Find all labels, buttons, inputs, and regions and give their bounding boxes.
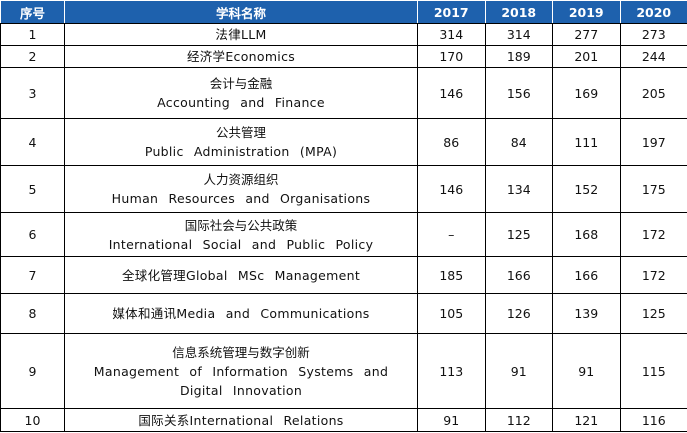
value-2018: 91 [484, 333, 553, 409]
table-row: 9 信息系统管理与数字创新 Management of Information … [0, 333, 687, 409]
header-name: 学科名称 [64, 0, 418, 24]
subject-name: 人力资源组织 Human Resources and Organisations [64, 165, 418, 213]
value-2017: 185 [417, 256, 486, 294]
value-2018: 112 [484, 408, 553, 432]
row-index: 4 [0, 118, 65, 166]
table-row: 6 国际社会与公共政策 International Social and Pub… [0, 212, 687, 257]
subject-name: 经济学Economics [64, 45, 418, 68]
subject-name-en: Human Resources and Organisations [111, 191, 371, 206]
value-2018: 189 [484, 45, 553, 68]
value-2017: – [417, 212, 486, 257]
subject-name-text: 经济学Economics [186, 49, 296, 64]
value-2020: 273 [619, 23, 687, 46]
subject-name: 国际关系International Relations [64, 408, 418, 432]
value-2017: 105 [417, 293, 486, 334]
row-index: 8 [0, 293, 65, 334]
subject-name-text: 国际关系International Relations [138, 412, 344, 428]
value-2019: 201 [552, 45, 621, 68]
row-index: 3 [0, 67, 65, 119]
value-2020: 244 [619, 45, 687, 68]
subject-name-text: 全球化管理Global MSc Management [121, 267, 361, 283]
value-2017: 86 [417, 118, 486, 166]
subject-name-text: 法律LLM [215, 27, 267, 42]
header-year-2020: 2020 [619, 0, 687, 24]
value-2019: 277 [552, 23, 621, 46]
header-year-2017: 2017 [417, 0, 486, 24]
value-2018: 125 [484, 212, 553, 257]
value-2019: 121 [552, 408, 621, 432]
table-row: 3 会计与金融 Accounting and Finance 146 156 1… [0, 67, 687, 119]
value-2020: 175 [619, 165, 687, 213]
header-year-2018: 2018 [484, 0, 553, 24]
value-2017: 113 [417, 333, 486, 409]
row-index: 2 [0, 45, 65, 68]
subject-name-cn: 人力资源组织 [203, 172, 279, 187]
value-2017: 314 [417, 23, 486, 46]
subject-name-en: Accounting and Finance [157, 95, 325, 110]
header-year-2019: 2019 [552, 0, 621, 24]
subject-name: 信息系统管理与数字创新 Management of Information Sy… [64, 333, 418, 409]
value-2019: 152 [552, 165, 621, 213]
row-index: 6 [0, 212, 65, 257]
value-2017: 146 [417, 165, 486, 213]
subject-name: 国际社会与公共政策 International Social and Publi… [64, 212, 418, 257]
value-2018: 134 [484, 165, 553, 213]
value-2020: 172 [619, 212, 687, 257]
subject-name-cn: 公共管理 [215, 125, 266, 140]
subject-name: 媒体和通讯Media and Communications [64, 293, 418, 334]
value-2019: 169 [552, 67, 621, 119]
value-2019: 91 [552, 333, 621, 409]
table-row: 8 媒体和通讯Media and Communications 105 126 … [0, 293, 687, 334]
header-row: 序号 学科名称 2017 2018 2019 2020 [0, 0, 687, 24]
subject-name-cn: 国际社会与公共政策 [184, 217, 298, 233]
row-index: 5 [0, 165, 65, 213]
subject-name: 公共管理 Public Administration (MPA) [64, 118, 418, 166]
row-index: 7 [0, 256, 65, 294]
value-2017: 170 [417, 45, 486, 68]
value-2020: 197 [619, 118, 687, 166]
subject-name-cn: 会计与金融 [209, 76, 273, 91]
subject-name: 全球化管理Global MSc Management [64, 256, 418, 294]
subject-name-en: Public Administration (MPA) [144, 144, 338, 159]
subject-name-text: 媒体和通讯Media and Communications [112, 306, 370, 321]
value-2018: 156 [484, 67, 553, 119]
subject-name-cn: 信息系统管理与数字创新 [172, 344, 310, 360]
table-row: 1 法律LLM 314 314 277 273 [0, 23, 687, 46]
subject-name-en: Management of Information Systems and Di… [93, 363, 389, 398]
table-row: 2 经济学Economics 170 189 201 244 [0, 45, 687, 68]
table-row: 4 公共管理 Public Administration (MPA) 86 84… [0, 118, 687, 166]
value-2019: 166 [552, 256, 621, 294]
row-index: 1 [0, 23, 65, 46]
value-2019: 111 [552, 118, 621, 166]
value-2017: 146 [417, 67, 486, 119]
value-2020: 205 [619, 67, 687, 119]
value-2020: 172 [619, 256, 687, 294]
value-2018: 84 [484, 118, 553, 166]
table-row: 7 全球化管理Global MSc Management 185 166 166… [0, 256, 687, 294]
row-index: 10 [0, 408, 65, 432]
value-2019: 139 [552, 293, 621, 334]
value-2019: 168 [552, 212, 621, 257]
table-row: 5 人力资源组织 Human Resources and Organisatio… [0, 165, 687, 213]
row-index: 9 [0, 333, 65, 409]
table-row: 10 国际关系International Relations 91 112 12… [0, 408, 687, 432]
value-2020: 115 [619, 333, 687, 409]
value-2017: 91 [417, 408, 486, 432]
value-2020: 125 [619, 293, 687, 334]
subject-name: 会计与金融 Accounting and Finance [64, 67, 418, 119]
value-2018: 166 [484, 256, 553, 294]
subject-name-en: International Social and Public Policy [108, 236, 374, 252]
value-2018: 314 [484, 23, 553, 46]
value-2018: 126 [484, 293, 553, 334]
subject-name: 法律LLM [64, 23, 418, 46]
header-index: 序号 [0, 0, 65, 24]
value-2020: 116 [619, 408, 687, 432]
